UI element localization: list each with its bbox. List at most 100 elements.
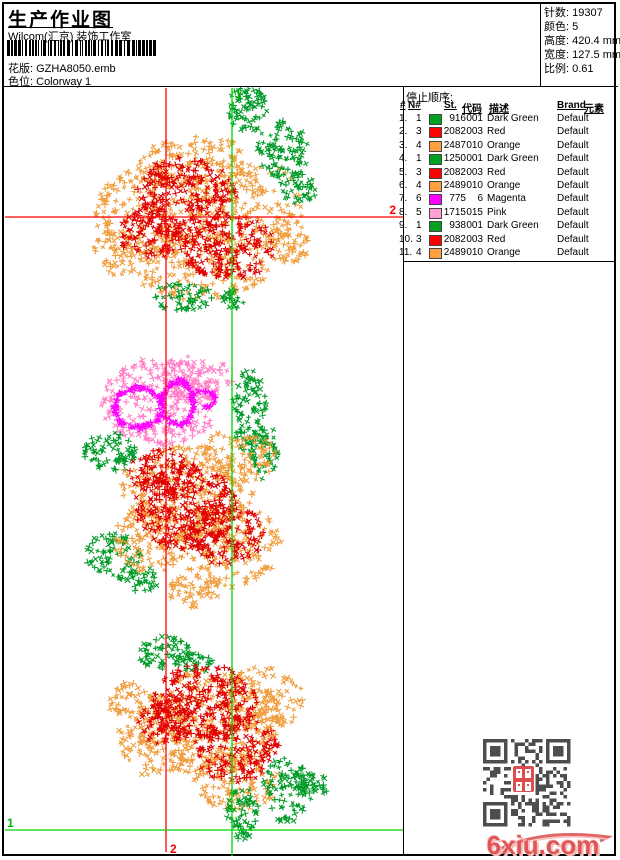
color-swatch bbox=[429, 114, 442, 125]
color-description: Dark Green bbox=[487, 220, 539, 232]
watermark-text: 6xiu.com bbox=[486, 830, 600, 860]
embroidery-design-canvas: 2 2 1 1 bbox=[5, 87, 403, 856]
thread-code: 6 bbox=[477, 193, 483, 205]
needle-number: 6 bbox=[416, 193, 422, 205]
thread-brand: Default bbox=[557, 166, 589, 178]
thread-code: 003 bbox=[466, 233, 483, 245]
height-value: 420.4 mm bbox=[572, 35, 620, 47]
stop-sequence-row: 3. 4 2487 010 Orange Default bbox=[0, 140, 620, 153]
stitch-count: 938 bbox=[449, 220, 466, 232]
stop-sequence-row: 4. 1 1250 001 Dark Green Default bbox=[0, 153, 620, 166]
needle-number: 3 bbox=[416, 126, 422, 138]
stitch-count: 2489 bbox=[443, 180, 466, 191]
thread-brand: Default bbox=[557, 139, 589, 151]
color-description: Dark Green bbox=[487, 113, 539, 124]
table-bottom-border bbox=[404, 261, 616, 262]
thread-code: 010 bbox=[466, 247, 483, 258]
qr-code bbox=[483, 739, 571, 827]
needle-number: 5 bbox=[416, 206, 422, 218]
color-description: Orange bbox=[487, 180, 521, 191]
height-line: 高度: 420.4 mm bbox=[544, 35, 620, 47]
thread-code: 001 bbox=[466, 113, 483, 124]
stitch-cluster-red bbox=[135, 662, 282, 785]
stitch-count: 2082 bbox=[443, 233, 466, 245]
needle-number: 4 bbox=[416, 139, 422, 151]
needle-number: 1 bbox=[416, 153, 422, 165]
scale-line: 比例: 0.61 bbox=[544, 63, 594, 75]
scale-value: 0.61 bbox=[572, 63, 594, 75]
row-index: 7. bbox=[399, 193, 408, 205]
thread-code: 003 bbox=[466, 126, 483, 138]
width-line: 宽度: 127.5 mm bbox=[544, 49, 620, 61]
thread-code: 001 bbox=[466, 220, 483, 232]
col-header-stitches: St. bbox=[444, 100, 457, 111]
stitch-count-value: 19307 bbox=[572, 7, 603, 19]
color-description: Orange bbox=[487, 139, 521, 151]
stitch-count: 775 bbox=[449, 193, 466, 205]
thread-code: 003 bbox=[466, 166, 483, 178]
stitch-cluster-green bbox=[81, 367, 281, 594]
col-header-needle: N# bbox=[408, 100, 421, 111]
color-description: Magenta bbox=[487, 193, 526, 205]
stop-sequence-row: 9. 1 938 001 Dark Green Default bbox=[0, 220, 620, 233]
pattern-file-line: 花版: GZHA8050.emb bbox=[8, 60, 116, 76]
thread-brand: Default bbox=[557, 220, 589, 232]
color-description: Dark Green bbox=[487, 153, 539, 165]
thread-code: 001 bbox=[466, 153, 483, 165]
watermark: 6xiu.com bbox=[468, 824, 618, 860]
thread-brand: Default bbox=[557, 126, 589, 138]
color-swatch bbox=[429, 248, 442, 259]
guide-label: 1 bbox=[235, 87, 242, 101]
stitch-count: 916 bbox=[449, 113, 466, 124]
color-swatch bbox=[429, 181, 442, 192]
row-index: 2. bbox=[399, 126, 408, 138]
stitch-count: 2487 bbox=[443, 139, 466, 151]
thread-brand: Default bbox=[557, 193, 589, 205]
color-swatch bbox=[429, 207, 442, 219]
stitch-count: 2489 bbox=[443, 247, 466, 258]
thread-brand: Default bbox=[557, 233, 589, 245]
stitch-cluster-orange bbox=[107, 664, 307, 812]
color-description: Orange bbox=[487, 247, 521, 258]
color-swatch bbox=[429, 167, 442, 179]
pattern-label: 花版: bbox=[8, 63, 34, 75]
col-header-code: 代码 bbox=[462, 104, 482, 115]
stitch-cluster-green bbox=[152, 87, 318, 313]
thread-code: 015 bbox=[466, 206, 483, 218]
stitch-cluster-green bbox=[223, 755, 330, 842]
guide-label: 1 bbox=[7, 816, 14, 830]
col-header-index: # bbox=[400, 100, 406, 111]
row-index: 9. bbox=[399, 220, 408, 232]
guide-label: 2 bbox=[170, 842, 177, 856]
needle-number: 4 bbox=[416, 247, 422, 258]
stitch-cluster-red bbox=[119, 154, 275, 281]
stop-sequence-row: 11. 4 2489 010 Orange Default bbox=[0, 247, 620, 260]
thread-brand: Default bbox=[557, 206, 589, 218]
stop-sequence-row: 10. 3 2082 003 Red Default bbox=[0, 234, 620, 247]
color-description: Red bbox=[487, 233, 506, 245]
thread-brand: Default bbox=[557, 247, 589, 258]
col-header-element: 元素 bbox=[584, 104, 604, 115]
color-swatch bbox=[429, 127, 442, 139]
stitch-count: 2082 bbox=[443, 166, 466, 178]
stop-sequence-row: 6. 4 2489 010 Orange Default bbox=[0, 180, 620, 193]
guide-label: 2 bbox=[389, 203, 396, 217]
stitch-count-line: 针数: 19307 bbox=[544, 7, 603, 19]
colorway-line: 色位: Colorway 1 bbox=[8, 73, 91, 89]
needle-number: 3 bbox=[416, 233, 422, 245]
stop-sequence-row: 2. 3 2082 003 Red Default bbox=[0, 126, 620, 139]
color-swatch bbox=[429, 221, 442, 233]
row-index: 10. bbox=[399, 233, 413, 245]
col-header-brand: Brand bbox=[557, 100, 586, 111]
stitch-count: 1715 bbox=[443, 206, 466, 218]
stop-sequence-row: 8. 5 1715 015 Pink Default bbox=[0, 207, 620, 220]
watermark-swoosh bbox=[495, 832, 614, 854]
stitch-count: 1250 bbox=[443, 153, 466, 165]
row-index: 3. bbox=[399, 139, 408, 151]
pattern-value: GZHA8050.emb bbox=[36, 63, 116, 75]
color-count-line: 颜色: 5 bbox=[544, 21, 579, 33]
col-header-description: 描述 bbox=[489, 104, 509, 115]
stop-sequence-row: 5. 3 2082 003 Red Default bbox=[0, 167, 620, 180]
needle-number: 4 bbox=[416, 180, 422, 191]
